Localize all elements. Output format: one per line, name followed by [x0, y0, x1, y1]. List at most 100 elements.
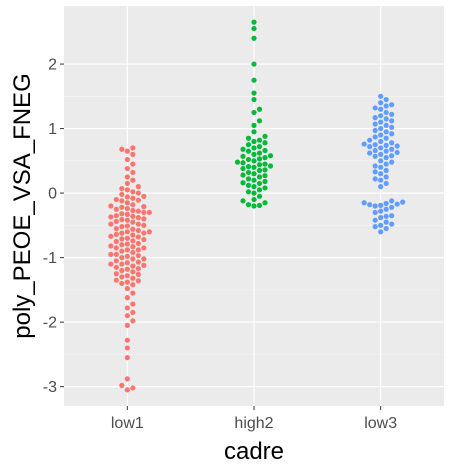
data-point-low1	[124, 345, 130, 351]
data-point-low3	[389, 118, 395, 124]
data-point-low1	[141, 193, 147, 199]
data-point-low3	[372, 115, 378, 121]
data-point-high2	[262, 185, 268, 191]
data-point-low1	[124, 322, 130, 328]
y-tick-label: -3	[43, 379, 57, 396]
data-point-low3	[383, 219, 389, 225]
data-point-low1	[108, 233, 114, 239]
data-point-low3	[372, 105, 378, 111]
data-point-low3	[372, 163, 378, 169]
x-axis: low1 high2 low3	[111, 406, 397, 432]
data-point-low1	[130, 145, 136, 151]
data-point-high2	[251, 190, 257, 196]
data-point-low3	[372, 142, 378, 148]
data-point-high2	[245, 164, 252, 170]
y-tick-label: -1	[43, 250, 57, 267]
data-point-low1	[108, 203, 114, 209]
data-point-low3	[378, 164, 384, 170]
data-point-low3	[389, 204, 395, 210]
data-point-low1	[124, 229, 130, 235]
data-point-high2	[251, 164, 257, 170]
data-point-low1	[124, 148, 130, 154]
data-point-low1	[130, 161, 136, 167]
data-point-low1	[130, 309, 136, 316]
data-point-high2	[251, 145, 257, 151]
data-point-low1	[119, 191, 125, 197]
data-point-high2	[245, 135, 252, 141]
data-point-high2	[245, 148, 252, 154]
data-point-low3	[389, 153, 395, 159]
data-point-low3	[367, 202, 373, 208]
data-point-low3	[378, 208, 384, 214]
data-point-low3	[372, 217, 378, 223]
data-point-high2	[251, 129, 257, 135]
data-point-high2	[251, 19, 257, 25]
data-point-low1	[135, 215, 141, 221]
data-point-low3	[378, 177, 384, 183]
data-point-low1	[124, 187, 130, 193]
data-point-low1	[119, 236, 125, 242]
data-point-low3	[372, 153, 378, 159]
data-point-high2	[262, 173, 268, 179]
data-point-low1	[130, 177, 136, 183]
data-point-low1	[124, 156, 130, 163]
data-point-low3	[383, 116, 389, 122]
data-point-low3	[389, 111, 395, 117]
data-point-low1	[113, 225, 119, 232]
data-point-low3	[383, 96, 389, 103]
data-point-high2	[262, 140, 268, 146]
data-point-low1	[124, 217, 130, 223]
data-point-low1	[141, 230, 147, 236]
data-point-high2	[251, 138, 257, 145]
data-point-low1	[124, 285, 130, 292]
data-point-low1	[130, 213, 136, 219]
data-point-low3	[383, 142, 389, 148]
data-point-low1	[113, 196, 119, 203]
data-point-low3	[389, 146, 395, 152]
data-point-low1	[124, 205, 130, 212]
data-point-low1	[135, 247, 141, 253]
data-point-high2	[240, 146, 246, 152]
data-point-low1	[124, 273, 130, 279]
data-point-low1	[113, 271, 119, 277]
data-point-low1	[130, 249, 136, 256]
data-point-low3	[361, 141, 367, 147]
data-point-low1	[119, 198, 125, 204]
data-point-low3	[378, 93, 384, 99]
data-point-high2	[256, 162, 263, 168]
data-point-low3	[378, 106, 384, 112]
data-point-high2	[251, 203, 257, 209]
data-point-low3	[383, 225, 389, 232]
data-point-low3	[383, 122, 389, 128]
data-point-high2	[256, 202, 263, 208]
y-tick-label: 0	[48, 186, 57, 203]
data-point-high2	[234, 159, 241, 165]
data-point-low3	[394, 201, 400, 207]
data-point-low3	[378, 138, 384, 145]
data-point-low3	[378, 202, 384, 208]
data-point-low1	[141, 204, 147, 210]
data-point-low3	[361, 200, 367, 206]
data-point-high2	[245, 189, 252, 195]
data-point-high2	[267, 153, 274, 159]
data-point-low1	[113, 251, 119, 257]
data-point-low1	[130, 385, 136, 391]
data-point-low1	[119, 185, 125, 192]
data-point-low3	[383, 109, 389, 116]
data-point-low1	[113, 238, 119, 245]
data-point-high2	[256, 106, 263, 112]
data-point-low3	[389, 140, 395, 146]
data-point-low3	[378, 229, 384, 235]
data-point-low1	[119, 267, 125, 274]
data-point-low1	[135, 197, 141, 203]
data-point-high2	[240, 172, 246, 178]
data-point-low1	[141, 245, 147, 251]
data-point-low1	[124, 235, 130, 241]
data-point-low3	[389, 124, 395, 130]
y-tick-label: 2	[48, 57, 57, 74]
data-point-low3	[378, 184, 384, 190]
data-point-high2	[262, 167, 268, 173]
data-point-low1	[113, 245, 119, 251]
data-point-low1	[119, 261, 125, 267]
data-point-low3	[383, 180, 389, 187]
